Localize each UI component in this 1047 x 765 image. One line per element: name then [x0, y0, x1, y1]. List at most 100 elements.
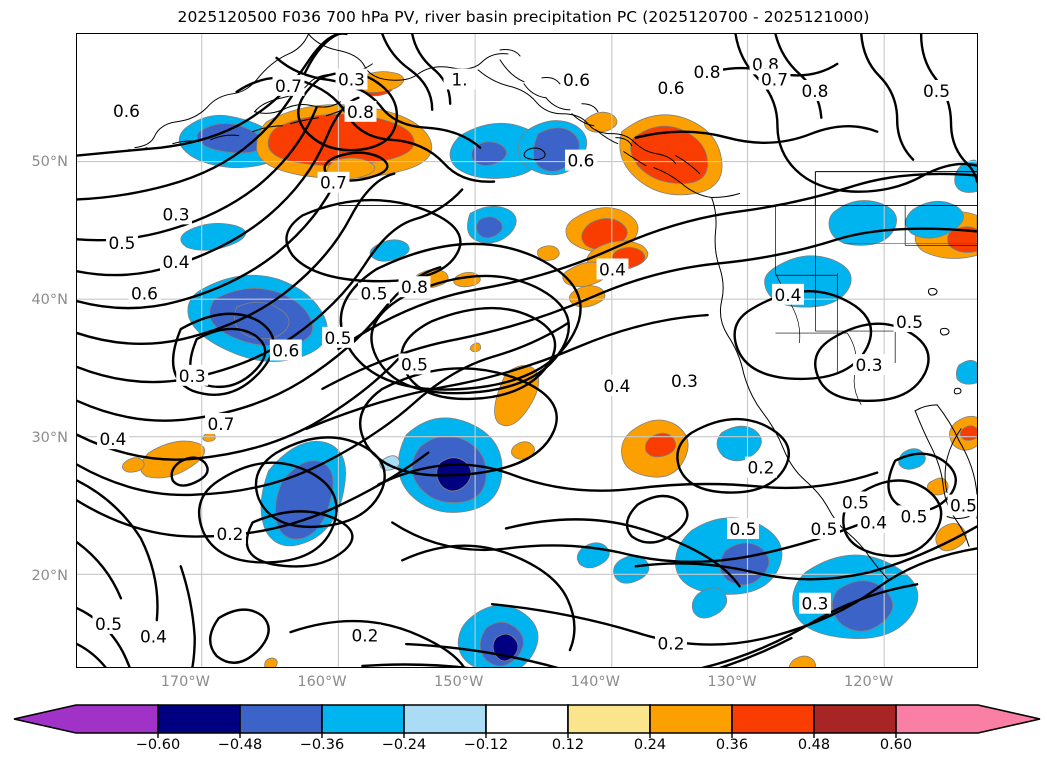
- contour-label: 0.5: [730, 519, 757, 539]
- contour-label: 0.4: [604, 376, 631, 396]
- contour-label-33: 0.2: [745, 456, 777, 478]
- contour-label-12: 0.7: [317, 171, 350, 193]
- contour-label: 0.7: [320, 173, 347, 193]
- contour-label: 0.2: [217, 524, 244, 544]
- contour-label-40: 0.4: [137, 625, 170, 647]
- colorbar-swatch-purple: [13, 704, 159, 734]
- contour-label: 0.6: [658, 78, 685, 98]
- contour-label-4: 1.: [443, 68, 476, 90]
- contour-label-16: 0.4: [160, 250, 192, 272]
- contour-label-35: 0.5: [808, 518, 840, 539]
- colorbar-tick-label-1: −0.48: [217, 737, 263, 753]
- map-canvas: 0.6 0.3 0.7 0.8 1. 0.6 0.8 0.7 0.8 0.6 0.8 0.5 0.7 0.…: [77, 34, 977, 667]
- contour-label-28: 0.3: [853, 354, 885, 375]
- lon-tick-label-130°W: 130°W: [707, 674, 757, 690]
- contour-label-21: 0.4: [772, 283, 804, 305]
- contour-label: 0.3: [163, 204, 190, 224]
- contour-label: 0.5: [95, 614, 122, 634]
- contour-label: 0.3: [802, 594, 829, 614]
- contour-label: 0.7: [208, 414, 235, 434]
- contour-label-7: 0.7: [758, 68, 791, 90]
- colorbar-swatch-royal-blue: [239, 704, 323, 734]
- lon-tick-label-120°W: 120°W: [844, 674, 894, 690]
- colorbar-swatch-orange-red: [731, 704, 815, 734]
- colorbar-swatch-navy: [157, 704, 241, 734]
- contour-label: 0.7: [761, 70, 788, 90]
- contour-label-27: 0.3: [668, 369, 701, 391]
- lon-tick-label-150°W: 150°W: [434, 674, 484, 690]
- contour-label-29: 0.5: [893, 311, 926, 332]
- contour-label-8: 0.8: [799, 80, 831, 101]
- contour-label: 0.5: [896, 312, 923, 332]
- colorbar-tick-label-3: −0.24: [381, 737, 427, 753]
- contour-label: 0.8: [401, 277, 428, 297]
- contour-label: 0.6: [113, 101, 140, 121]
- colorbar-tick-label-6: 0.24: [633, 737, 667, 753]
- colorbar-tick-label-2: −0.36: [299, 737, 345, 753]
- contour-label-30: 0.7: [205, 412, 237, 434]
- contour-label: 0.4: [100, 429, 127, 449]
- colorbar-tick-label-9: 0.60: [879, 737, 913, 753]
- contour-label: 0.4: [163, 252, 190, 272]
- contour-label: 0.5: [325, 328, 352, 348]
- contour-label: 0.8: [347, 102, 374, 122]
- contour-label: 0.7: [275, 76, 302, 96]
- contour-label: 0.2: [748, 458, 775, 478]
- colorbar-swatches: [13, 704, 1041, 738]
- contour-label-43: 0.2: [655, 632, 687, 654]
- lon-tick-label-160°W: 160°W: [297, 674, 347, 690]
- contour-label-14: 0.3: [160, 203, 192, 224]
- contour-label-25: 0.3: [176, 364, 209, 386]
- contour-label: 0.2: [352, 625, 379, 645]
- colorbar-tick-label-0: −0.60: [135, 737, 181, 753]
- contour-label-36: 0.4: [857, 511, 890, 533]
- contour-label: 0.5: [950, 496, 977, 516]
- contour-label-26: 0.4: [601, 374, 633, 396]
- lat-tick-label-40°N: 40°N: [31, 292, 68, 309]
- lon-tick-label-140°W: 140°W: [570, 674, 620, 690]
- lon-tick-label-170°W: 170°W: [160, 674, 210, 690]
- contour-label-15: 0.5: [106, 231, 138, 253]
- contour-label-24: 0.5: [398, 353, 431, 374]
- lat-tick-label-50°N: 50°N: [31, 154, 68, 171]
- contour-label-18: 0.5: [358, 282, 390, 304]
- colorbar-swatch-orange: [649, 704, 733, 734]
- contour-label-44: 0.5: [839, 491, 872, 512]
- contour-label-32: 0.2: [214, 523, 246, 544]
- contour-label: 0.8: [802, 81, 829, 101]
- colorbar-swatch-pale-yellow: [567, 704, 651, 734]
- colorbar-swatch-light-blue: [403, 704, 487, 734]
- colorbar-tick-label-5: 0.12: [551, 737, 585, 753]
- contour-label: 0.5: [842, 492, 869, 512]
- contour-label-2: 0.7: [272, 74, 305, 96]
- contour-label: 0.5: [811, 519, 838, 539]
- map-plot-area: 0.6 0.3 0.7 0.8 1. 0.6 0.8 0.7 0.8 0.6 0.8 0.5 0.7 0.…: [76, 33, 978, 668]
- contour-label-13: 0.6: [565, 149, 597, 171]
- contour-label: 0.5: [361, 284, 388, 304]
- contour-label-31: 0.4: [97, 428, 129, 449]
- contour-label-10: 0.8: [691, 61, 723, 82]
- contour-label: 0.3: [856, 355, 883, 375]
- contour-label-19: 0.8: [398, 276, 431, 297]
- contour-label-group: 0.6 0.3 0.7 0.8 1. 0.6 0.8 0.7 0.8 0.6 0.8 0.5 0.7 0.…: [92, 53, 977, 654]
- contour-label: 0.4: [775, 285, 802, 305]
- contour-label-3: 0.8: [344, 100, 377, 122]
- contour-label: 0.8: [694, 62, 721, 82]
- contour-label: 1.: [451, 70, 467, 90]
- contour-label: 0.5: [109, 233, 136, 253]
- contour-label-22: 0.5: [322, 326, 354, 348]
- contour-label-41: 0.2: [349, 624, 381, 645]
- contour-label: 0.3: [671, 371, 698, 391]
- contour-label-17: 0.6: [128, 282, 161, 304]
- contour-label: 0.5: [901, 506, 928, 526]
- contour-label: 0.4: [860, 513, 887, 533]
- contour-label: 0.6: [568, 151, 595, 171]
- contour-label-42: 0.3: [799, 592, 831, 614]
- contour-label-38: 0.5: [947, 494, 977, 516]
- contour-label-1: 0.3: [335, 68, 368, 90]
- colorbar-tick-label-7: 0.36: [715, 737, 749, 753]
- contour-label-20: 0.4: [596, 258, 629, 279]
- colorbar: −0.60 −0.48 −0.36 −0.24 −0.12 0.12 0.24 0.36 0.4…: [0, 697, 1047, 765]
- contour-label: 0.3: [179, 366, 206, 386]
- colorbar-tick-label-4: −0.12: [463, 737, 509, 753]
